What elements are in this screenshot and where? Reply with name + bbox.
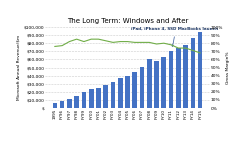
Title: The Long Term: Windows and After: The Long Term: Windows and After — [67, 18, 188, 24]
Bar — [96, 87, 101, 108]
Text: iPad, iPhone 4, SSD MacBooks launch: iPad, iPhone 4, SSD MacBooks launch — [131, 27, 218, 46]
Bar — [82, 92, 86, 108]
Bar — [67, 99, 72, 108]
Bar — [103, 85, 108, 108]
Bar — [52, 103, 57, 108]
Bar — [89, 89, 94, 108]
Bar — [74, 96, 79, 108]
Bar — [132, 72, 137, 108]
Bar — [60, 101, 64, 108]
Bar — [176, 48, 181, 108]
Bar — [162, 57, 166, 108]
Bar — [183, 45, 188, 108]
Bar — [169, 51, 173, 108]
Bar — [154, 61, 159, 108]
Bar — [125, 76, 130, 108]
Bar — [147, 59, 152, 108]
Bar — [140, 67, 144, 108]
Bar — [198, 32, 202, 108]
Bar — [110, 82, 115, 108]
Y-axis label: Gross Margin%: Gross Margin% — [226, 51, 230, 84]
Y-axis label: Microsoft Annual Revenue/$m: Microsoft Annual Revenue/$m — [17, 35, 21, 100]
Bar — [190, 38, 195, 108]
Bar — [118, 78, 122, 108]
